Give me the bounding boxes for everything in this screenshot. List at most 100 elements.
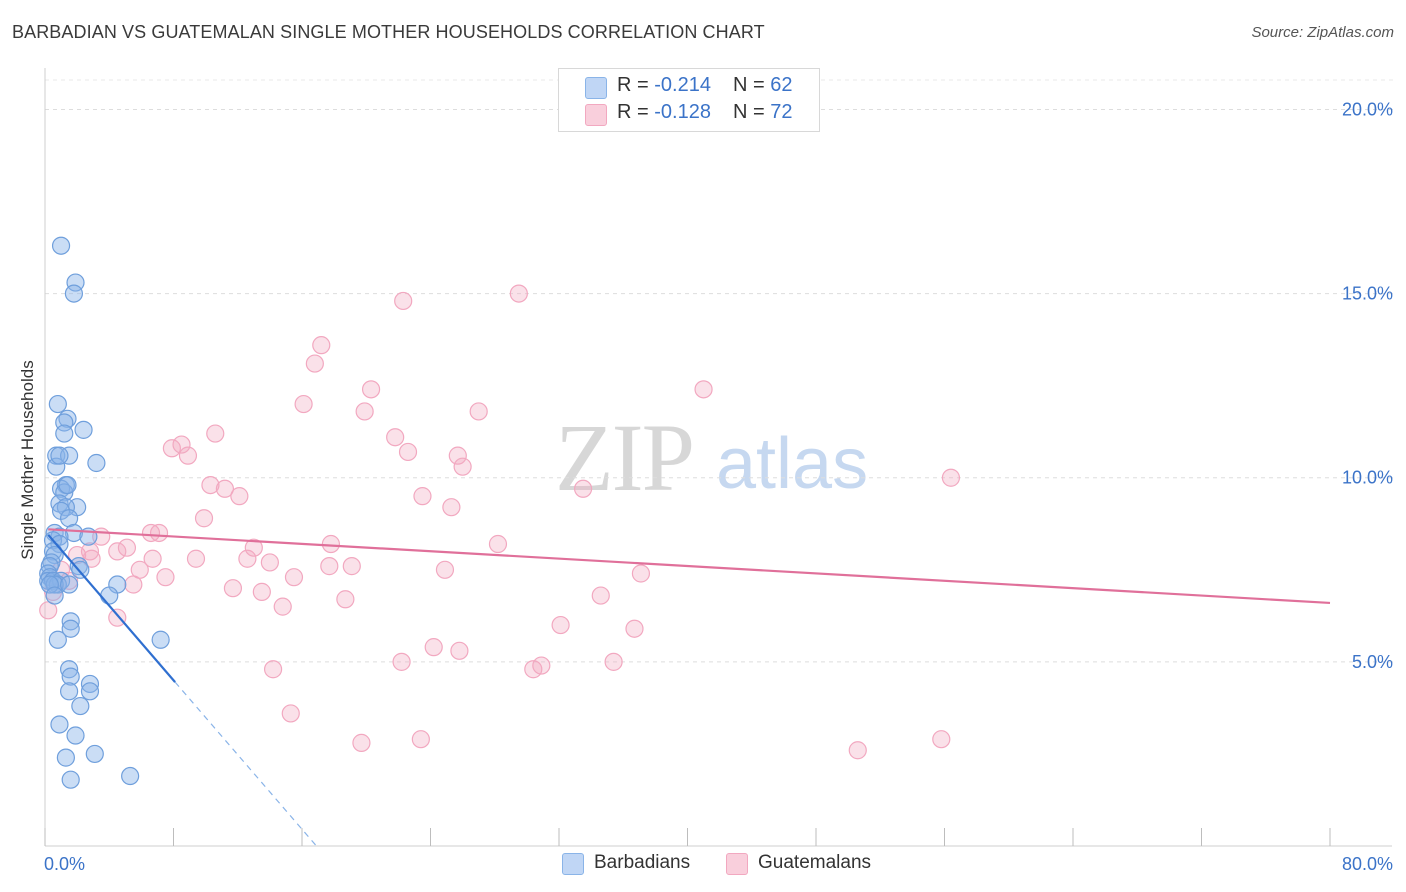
barbadians-point — [59, 575, 79, 594]
watermark: ZIP atlas — [555, 404, 868, 511]
legend-n-label: N = — [733, 74, 771, 96]
x-tick-labels: 0.0% 80.0% — [44, 854, 1393, 874]
guatemalans-point — [215, 479, 234, 498]
chart-title: BARBADIAN VS GUATEMALAN SINGLE MOTHER HO… — [12, 22, 765, 42]
barbadians-points — [39, 236, 170, 789]
y-tick-label: 10.0% — [1342, 468, 1393, 488]
barbadians-point — [58, 475, 77, 495]
y-tick-label: 20.0% — [1342, 99, 1393, 119]
x-tick-label-max: 80.0% — [1342, 854, 1393, 874]
barbadians-point — [61, 667, 80, 686]
guatemalans-point — [201, 475, 220, 495]
guatemalans-point — [551, 615, 570, 635]
guatemalans-point — [223, 579, 243, 598]
legend-r-label: R = — [617, 74, 655, 96]
guatemalans-point — [263, 660, 283, 679]
guatemalans-point — [488, 534, 508, 554]
guatemalans-point — [386, 428, 405, 447]
barbadians-legend-label: Barbadians — [594, 852, 691, 873]
barbadians-point — [50, 715, 69, 734]
barbadians-point — [48, 394, 67, 414]
guatemalans-point — [941, 468, 961, 487]
guatemalans-points — [39, 284, 961, 760]
guatemalans-point — [604, 652, 623, 671]
barbadians-point — [74, 420, 93, 439]
barbadians-point — [50, 534, 69, 554]
guatemalans-point — [143, 549, 162, 568]
guatemalans-point — [260, 553, 279, 572]
barbadians-point — [55, 424, 74, 443]
guatemalans-point — [394, 291, 413, 311]
barbadians-trend-line — [47, 534, 176, 683]
barbadians-point — [50, 446, 69, 465]
guatemalans-point — [321, 534, 341, 554]
guatemalans-point — [108, 608, 127, 627]
barbadians-point — [59, 660, 79, 679]
barbadians-point — [48, 630, 67, 649]
guatemalans-point — [694, 380, 713, 399]
barbadians-point — [71, 696, 90, 716]
guatemalans-point — [355, 402, 374, 421]
guatemalans-point — [244, 538, 263, 557]
barbadians-point — [85, 744, 104, 764]
guatemalans-point — [398, 442, 418, 462]
guatemalans-point — [450, 641, 469, 660]
guatemalans-point — [238, 549, 257, 568]
guatemalans-point — [230, 487, 249, 506]
barbadians-point — [64, 523, 84, 543]
legend-n-value: 72 — [770, 101, 793, 123]
trend-lines — [47, 528, 1331, 847]
guatemalans-point — [336, 590, 355, 609]
x-tick-label-min: 0.0% — [44, 854, 85, 874]
guatemalans-point — [117, 538, 137, 557]
guatemalans-point — [281, 704, 300, 723]
barbadians-point — [64, 284, 84, 303]
axes — [44, 68, 1392, 847]
guatemalans-point — [453, 457, 472, 476]
guatemalans-point — [124, 575, 143, 594]
y-tick-label: 15.0% — [1342, 284, 1393, 304]
guatemalans-point — [424, 638, 443, 657]
guatemalans-point — [509, 284, 528, 303]
guatemalans-legend-label: Guatemalans — [758, 852, 872, 873]
guatemalans-point — [252, 582, 271, 601]
guatemalans-point — [294, 394, 313, 414]
legend-r-value: -0.214 — [654, 74, 711, 96]
barbadians-point — [61, 770, 80, 789]
guatemalans-point — [524, 660, 543, 679]
guatemalans-point — [448, 446, 467, 465]
barbadians-point — [51, 236, 71, 255]
guatemalans-point — [156, 568, 175, 587]
guatemalans-point — [194, 509, 214, 528]
guatemalans-point — [172, 435, 191, 454]
guatemalans-trend-line — [48, 528, 1331, 605]
guatemalans-point — [206, 424, 225, 443]
gridlines — [45, 79, 1395, 663]
barbadians-point — [47, 457, 66, 476]
guatemalans-point — [442, 498, 461, 517]
guatemalans-point — [342, 557, 361, 576]
guatemalans-point — [186, 549, 206, 568]
barbadians-point — [61, 612, 80, 631]
barbadians-point — [56, 748, 75, 767]
guatemalans-point — [305, 354, 324, 373]
y-tick-label: 5.0% — [1352, 652, 1393, 672]
guatemalans-point — [591, 586, 610, 605]
barbadians-point — [66, 726, 85, 745]
legend-n-label: N = — [733, 101, 771, 123]
barbadians-point — [40, 575, 59, 594]
barbadians-swatch — [585, 77, 607, 99]
barbadians-legend-swatch — [562, 853, 584, 875]
guatemalans-point — [162, 439, 181, 458]
y-tick-labels: 5.0% 10.0% 15.0% 20.0% — [1342, 99, 1393, 671]
guatemalans-swatch — [585, 104, 607, 126]
guatemalans-point — [631, 564, 651, 583]
guatemalans-point — [352, 733, 371, 752]
guatemalans-point — [273, 597, 292, 616]
guatemalans-point — [312, 336, 331, 355]
guatemalans-point — [320, 557, 339, 576]
guatemalans-point — [573, 479, 593, 498]
guatemalans-point — [435, 560, 455, 579]
barbadians-point — [59, 682, 79, 701]
